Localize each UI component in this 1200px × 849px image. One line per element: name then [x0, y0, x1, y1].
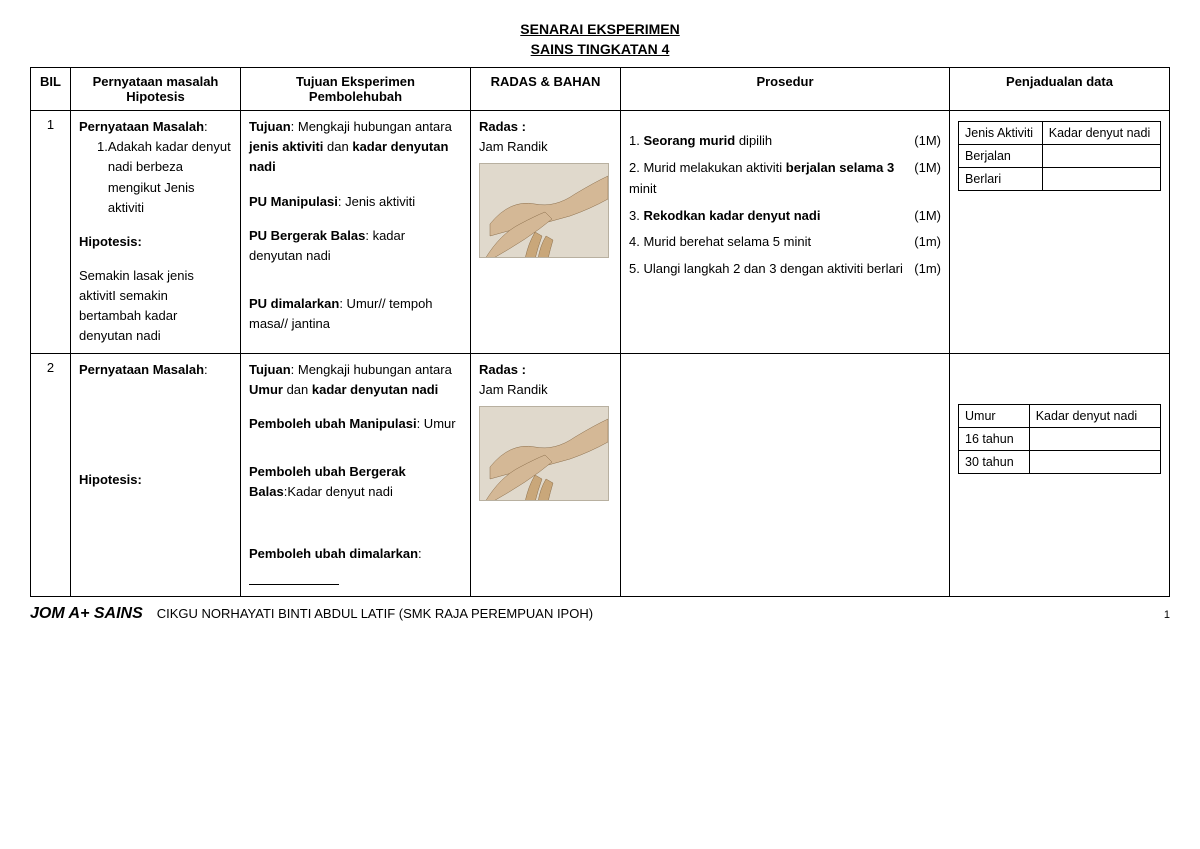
th-bil: BIL: [31, 68, 71, 111]
dt1-r2: Berlari: [959, 168, 1043, 191]
pm-label: Pernyataan Masalah: [79, 119, 204, 134]
experiment-table: BIL Pernyataan masalah Hipotesis Tujuan …: [30, 67, 1170, 597]
dt1-h2: Kadar denyut nadi: [1042, 122, 1160, 145]
pu-b-label: PU Bergerak Balas: [249, 228, 365, 243]
dt2-r2: 30 tahun: [959, 450, 1030, 473]
tujuan-b1: jenis aktiviti: [249, 139, 323, 154]
page-number: 1: [1164, 609, 1170, 621]
tujuan-a: : Mengkaji hubungan antara: [291, 362, 452, 377]
th-tujuan: Tujuan Eksperimen Pembolehubah: [241, 68, 471, 111]
pu-d-text: :: [418, 546, 422, 561]
procedure-line: 4. Murid berehat selama 5 minit(1m): [629, 232, 941, 253]
th-penjadualan: Penjadualan data: [950, 68, 1170, 111]
pu-b-text: :Kadar denyut nadi: [284, 484, 393, 499]
cell-hipotesis: Pernyataan Masalah: Hipotesis:: [71, 353, 241, 596]
pu-m-label: PU Manipulasi: [249, 194, 338, 209]
pu-m-text: : Umur: [417, 416, 456, 431]
tujuan-b: dan: [283, 382, 312, 397]
procedure-mark: (1M): [904, 206, 941, 227]
cell-penjadualan: Jenis AktivitiKadar denyut nadi Berjalan…: [950, 111, 1170, 353]
hip-label: Hipotesis:: [79, 234, 142, 249]
pu-m-label: Pemboleh ubah Manipulasi: [249, 416, 417, 431]
radas-item: Jam Randik: [479, 382, 548, 397]
cell-prosedur: 1. Seorang murid dipilih(1M)2. Murid mel…: [621, 111, 950, 353]
hip-text: Semakin lasak jenis aktivitI semakin ber…: [79, 268, 194, 343]
procedure-line: 2. Murid melakukan aktiviti berjalan sel…: [629, 158, 941, 200]
footer-brand: JOM A+ SAINS: [30, 605, 143, 623]
pu-m-text: : Jenis aktiviti: [338, 194, 415, 209]
table-row: 2 Pernyataan Masalah: Hipotesis: Tujuan:…: [31, 353, 1170, 596]
tujuan-b2: kadar denyutan nadi: [312, 382, 438, 397]
doc-title: SENARAI EKSPERIMEN SAINS TINGKATAN 4: [30, 20, 1170, 59]
procedure-line: 1. Seorang murid dipilih(1M): [629, 131, 941, 152]
th-radas: RADAS & BAHAN: [471, 68, 621, 111]
procedure-text: 1. Seorang murid dipilih: [629, 131, 904, 152]
tujuan-b: dan: [323, 139, 352, 154]
pulse-image: [479, 163, 609, 258]
page-footer: JOM A+ SAINS CIKGU NORHAYATI BINTI ABDUL…: [30, 605, 1170, 623]
pulse-image: [479, 406, 609, 501]
pm-label: Pernyataan Masalah: [79, 362, 204, 377]
tujuan-a: : Mengkaji hubungan antara: [291, 119, 452, 134]
table-header-row: BIL Pernyataan masalah Hipotesis Tujuan …: [31, 68, 1170, 111]
data-table-2: UmurKadar denyut nadi 16 tahun 30 tahun: [958, 404, 1161, 474]
title-line-1: SENARAI EKSPERIMEN: [30, 20, 1170, 40]
dt1-r1: Berjalan: [959, 145, 1043, 168]
cell-prosedur: [621, 353, 950, 596]
footer-author: CIKGU NORHAYATI BINTI ABDUL LATIF (SMK R…: [157, 606, 593, 621]
data-table-1: Jenis AktivitiKadar denyut nadi Berjalan…: [958, 121, 1161, 191]
radas-item: Jam Randik: [479, 139, 548, 154]
tujuan-b1: Umur: [249, 382, 283, 397]
cell-tujuan: Tujuan: Mengkaji hubungan antara jenis a…: [241, 111, 471, 353]
cell-bil: 1: [31, 111, 71, 353]
pm-item: Adakah kadar denyut nadi berbeza mengiku…: [108, 137, 232, 218]
th-hipotesis: Pernyataan masalah Hipotesis: [71, 68, 241, 111]
th-prosedur: Prosedur: [621, 68, 950, 111]
procedure-mark: (1M): [904, 158, 941, 179]
procedure-text: 2. Murid melakukan aktiviti berjalan sel…: [629, 158, 904, 200]
dt2-h1: Umur: [959, 404, 1030, 427]
blank-line: [249, 573, 339, 585]
cell-radas: Radas : Jam Randik: [471, 111, 621, 353]
hip-label: Hipotesis:: [79, 472, 142, 487]
cell-hipotesis: Pernyataan Masalah: 1.Adakah kadar denyu…: [71, 111, 241, 353]
procedure-mark: (1m): [904, 232, 941, 253]
tujuan-label: Tujuan: [249, 119, 291, 134]
dt2-r1: 16 tahun: [959, 427, 1030, 450]
cell-bil: 2: [31, 353, 71, 596]
procedure-mark: (1M): [904, 131, 941, 152]
radas-label: Radas :: [479, 119, 526, 134]
dt1-h1: Jenis Aktiviti: [959, 122, 1043, 145]
radas-label: Radas :: [479, 362, 526, 377]
dt2-h2: Kadar denyut nadi: [1029, 404, 1160, 427]
procedure-text: 5. Ulangi langkah 2 dan 3 dengan aktivit…: [629, 259, 904, 280]
procedure-text: 3. Rekodkan kadar denyut nadi: [629, 206, 904, 227]
tujuan-label: Tujuan: [249, 362, 291, 377]
procedure-text: 4. Murid berehat selama 5 minit: [629, 232, 904, 253]
procedure-line: 5. Ulangi langkah 2 dan 3 dengan aktivit…: [629, 259, 941, 280]
cell-tujuan: Tujuan: Mengkaji hubungan antara Umur da…: [241, 353, 471, 596]
procedure-line: 3. Rekodkan kadar denyut nadi(1M): [629, 206, 941, 227]
title-line-2: SAINS TINGKATAN 4: [30, 40, 1170, 60]
cell-radas: Radas : Jam Randik: [471, 353, 621, 596]
pu-d-label: PU dimalarkan: [249, 296, 339, 311]
cell-penjadualan: UmurKadar denyut nadi 16 tahun 30 tahun: [950, 353, 1170, 596]
procedure-mark: (1m): [904, 259, 941, 280]
pm-item-no: 1.: [79, 137, 108, 218]
pu-d-label: Pemboleh ubah dimalarkan: [249, 546, 418, 561]
table-row: 1 Pernyataan Masalah: 1.Adakah kadar den…: [31, 111, 1170, 353]
